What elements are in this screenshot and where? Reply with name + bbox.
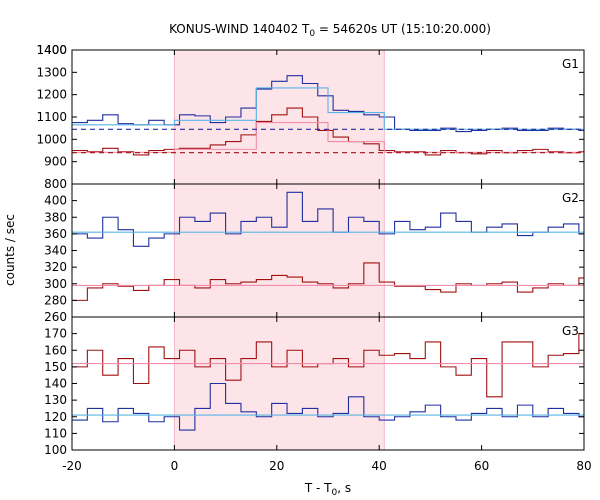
- panel-g3-ytick-label: 110: [44, 426, 67, 440]
- panel-g1-ytick-label: 1300: [36, 65, 67, 79]
- panel-g3-ytick-label: 160: [44, 343, 67, 357]
- panel-g2-series-blue-0: [72, 191, 584, 247]
- panel-g3-ytick-label: 130: [44, 393, 67, 407]
- panel-g3-ytick-label: 100: [44, 443, 67, 457]
- x-tick-label: -20: [62, 459, 82, 473]
- panel-g3-ytick-label: 140: [44, 377, 67, 391]
- panel-g1-ytick-label: 1400: [36, 43, 67, 57]
- panel-g1-ytick-label: 1100: [36, 110, 67, 124]
- panel-g3-label: G3: [562, 324, 579, 338]
- x-tick-label: 80: [576, 459, 591, 473]
- panel-g1-label: G1: [562, 57, 579, 71]
- panel-g1-ytick-label: 1000: [36, 132, 67, 146]
- panel-g3-ytick-label: 120: [44, 410, 67, 424]
- x-tick-label: 0: [171, 459, 179, 473]
- panel-g1-ytick-label: 800: [44, 177, 67, 191]
- panel-g1-ytick-label-top: 1400: [36, 43, 67, 57]
- x-tick-label: 20: [269, 459, 284, 473]
- chart-title: KONUS-WIND 140402 T0 = 54620s UT (15:10:…: [169, 22, 491, 39]
- panel-g2-ytick-label: 280: [44, 293, 67, 307]
- panel-g1-ytick-label: 900: [44, 155, 67, 169]
- x-axis-label: T - T0, s: [304, 481, 351, 498]
- panel-g2-ytick-label: 320: [44, 260, 67, 274]
- x-tick-label: 40: [372, 459, 387, 473]
- panel-g1-series-pink_fit-3: [72, 122, 584, 153]
- panel-g3-ytick-label: 150: [44, 360, 67, 374]
- panel-g1-series-cyan_fit-2: [72, 87, 584, 130]
- x-tick-label: 60: [474, 459, 489, 473]
- panel-g2-ytick-label: 260: [44, 310, 67, 324]
- panel-g2-ytick-label: 400: [44, 194, 67, 208]
- panel-g2-label: G2: [562, 191, 579, 205]
- panel-g2-ytick-label: 360: [44, 227, 67, 241]
- y-axis-label: counts / sec: [3, 214, 17, 286]
- burst-interval-highlight: [174, 50, 385, 450]
- plot-area: 800900100011001200130014001400G126028030…: [36, 43, 591, 473]
- panel-g3-ytick-label: 170: [44, 327, 67, 341]
- panel-g1-ytick-label: 1200: [36, 88, 67, 102]
- panel-g2-ytick-label: 380: [44, 210, 67, 224]
- panel-g2-ytick-label: 300: [44, 277, 67, 291]
- panel-g2-ytick-label: 340: [44, 244, 67, 258]
